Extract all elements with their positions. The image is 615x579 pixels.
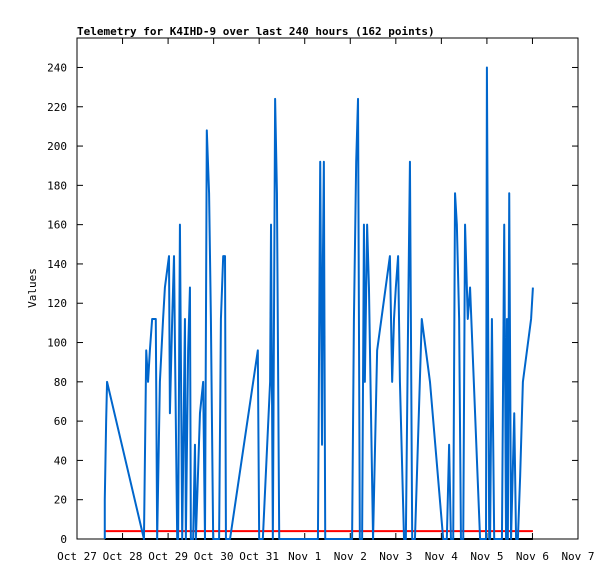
x-tick-label: Nov 7 bbox=[561, 550, 594, 563]
y-tick-label: 140 bbox=[47, 258, 67, 271]
chart-title: Telemetry for K4IHD-9 over last 240 hour… bbox=[77, 25, 435, 38]
x-tick-label: Oct 28 bbox=[103, 550, 143, 563]
x-tick-label: Oct 30 bbox=[194, 550, 234, 563]
y-tick-label: 0 bbox=[60, 533, 67, 546]
x-tick-label: Nov 4 bbox=[425, 550, 458, 563]
x-tick-label: Nov 3 bbox=[379, 550, 412, 563]
x-tick-label: Nov 2 bbox=[334, 550, 367, 563]
y-tick-label: 20 bbox=[54, 494, 67, 507]
y-tick-label: 200 bbox=[47, 140, 67, 153]
x-tick-label: Oct 31 bbox=[239, 550, 279, 563]
x-tick-label: Oct 27 bbox=[57, 550, 97, 563]
y-tick-label: 120 bbox=[47, 297, 67, 310]
y-tick-label: 60 bbox=[54, 415, 67, 428]
y-tick-label: 100 bbox=[47, 337, 67, 350]
y-tick-label: 160 bbox=[47, 219, 67, 232]
y-tick-label: 40 bbox=[54, 454, 67, 467]
x-tick-label: Oct 29 bbox=[148, 550, 188, 563]
x-tick-label: Nov 6 bbox=[516, 550, 549, 563]
y-tick-label: 80 bbox=[54, 376, 67, 389]
x-tick-label: Nov 5 bbox=[470, 550, 503, 563]
y-tick-label: 240 bbox=[47, 61, 67, 74]
series-line bbox=[103, 66, 534, 540]
y-tick-label: 220 bbox=[47, 101, 67, 114]
y-tick-label: 180 bbox=[47, 179, 67, 192]
y-axis-label: Values bbox=[26, 268, 39, 308]
x-tick-label: Nov 1 bbox=[288, 550, 321, 563]
